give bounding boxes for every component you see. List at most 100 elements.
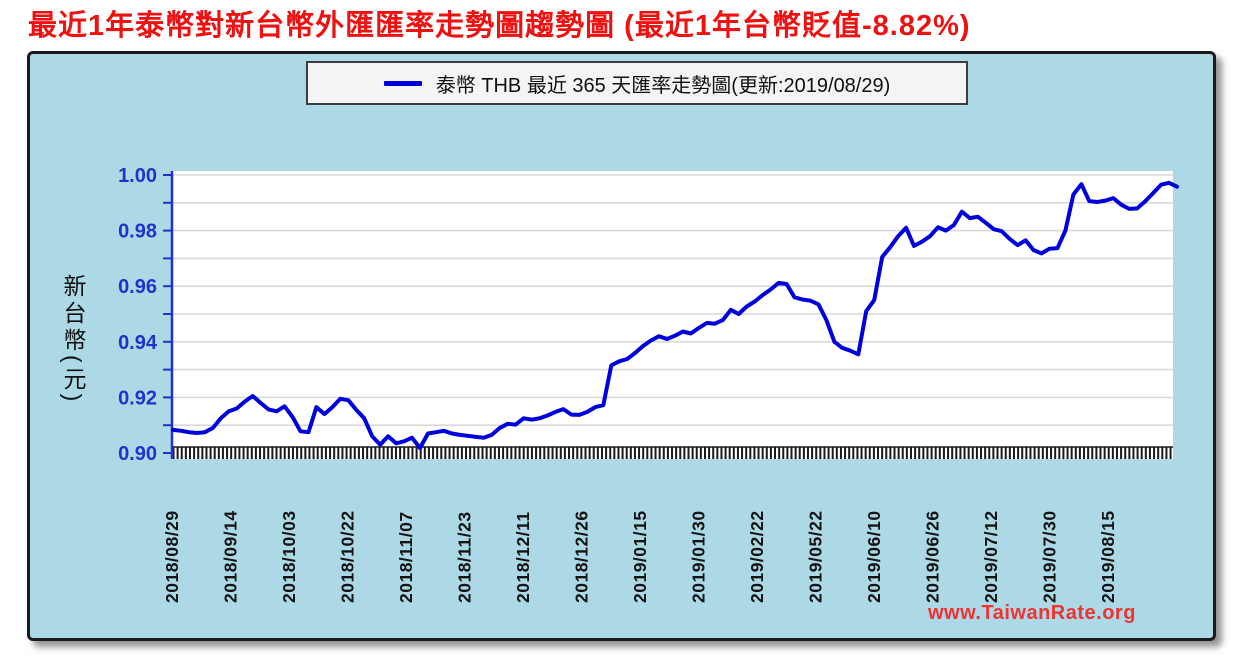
x-axis-day-tick [1169,447,1172,459]
legend-line-marker-icon [383,80,422,86]
x-axis-day-tick [1025,447,1028,459]
x-tick-label: 2019/06/26 [923,510,943,603]
x-axis-day-tick [423,447,426,459]
x-axis-day-tick [1115,447,1118,459]
x-axis-day-tick [650,447,653,459]
x-axis-day-tick [802,447,805,459]
x-axis-day-tick [980,447,983,459]
x-axis-day-tick [345,447,348,459]
x-axis-day-tick [506,447,509,459]
x-axis-day-tick [827,447,830,459]
x-axis-day-tick [617,447,620,459]
x-axis-day-tick [658,447,661,459]
x-axis-day-tick [621,447,624,459]
x-axis-day-tick [1161,447,1164,459]
x-axis-day-tick [613,447,616,459]
x-axis-day-tick [1095,447,1098,459]
x-axis-day-tick [778,447,781,459]
x-axis-day-tick [691,447,694,459]
x-axis-day-tick [654,447,657,459]
x-axis-day-tick [296,447,299,459]
x-axis-day-tick [333,447,336,459]
y-tick-label: 1.00 [118,165,157,187]
x-axis-day-tick [852,447,855,459]
x-axis-day-tick [300,447,303,459]
x-axis-day-tick [1008,447,1011,459]
x-axis-day-tick [819,447,822,459]
x-axis-day-tick [555,447,558,459]
x-axis-day-tick [230,447,233,459]
x-axis-day-tick [390,447,393,459]
x-axis-day-tick [877,447,880,459]
x-axis-day-tick [580,447,583,459]
x-axis-day-tick [572,447,575,459]
x-axis-day-tick [642,447,645,459]
x-axis-day-tick [646,447,649,459]
x-tick-label: 2018/08/29 [162,510,182,603]
x-axis-day-tick [427,447,430,459]
x-axis-day-tick [806,447,809,459]
x-tick-label: 2018/09/14 [221,510,241,603]
x-axis-day-tick [399,447,402,459]
x-axis-day-tick [967,447,970,459]
x-axis-day-tick [1087,447,1090,459]
x-axis-day-tick [1041,447,1044,459]
x-axis-day-tick [568,447,571,459]
x-axis-day-tick [881,447,884,459]
x-axis-day-tick [638,447,641,459]
x-axis-day-tick [683,447,686,459]
x-tick-label: 2018/12/11 [513,511,533,603]
x-axis-day-tick [217,447,220,459]
x-axis-day-tick [394,447,397,459]
x-axis-day-tick [415,447,418,459]
x-axis-day-tick [909,447,912,459]
x-axis-day-tick [370,447,373,459]
x-axis-day-tick [374,447,377,459]
x-axis-day-tick [172,447,175,459]
x-axis-day-tick [242,447,245,459]
x-axis-day-tick [856,447,859,459]
x-axis-day-tick [1136,447,1139,459]
x-tick-label: 2019/07/30 [1040,510,1060,603]
x-axis-day-tick [1091,447,1094,459]
x-axis-day-tick [951,447,954,459]
x-axis-day-tick [889,447,892,459]
x-axis-day-tick [382,447,385,459]
x-axis-day-tick [250,447,253,459]
x-axis-day-tick [938,447,941,459]
x-axis-day-tick [831,447,834,459]
x-axis-day-tick [835,447,838,459]
x-axis-day-tick [201,447,204,459]
x-axis-day-tick [349,447,352,459]
x-axis-day-tick [699,447,702,459]
x-axis-day-tick [1148,447,1151,459]
x-axis-day-tick [1107,447,1110,459]
y-tick-label: 0.94 [118,332,158,354]
x-axis-day-tick [584,447,587,459]
x-axis-day-tick [238,447,241,459]
x-axis-day-tick [456,447,459,459]
x-axis-day-tick [1124,447,1127,459]
plot-area: 1.00 0.98 0.96 0.94 0.92 0.90 2018/08/29 2018/0… [118,165,1179,603]
x-axis-day-tick [378,447,381,459]
x-axis-day-tick [188,447,191,459]
x-axis-day-tick [988,447,991,459]
x-axis-day-tick [1128,447,1131,459]
x-tick-label: 2019/08/15 [1098,510,1118,603]
x-axis-day-tick [996,447,999,459]
x-axis-day-tick [605,447,608,459]
x-axis-day-tick [1017,447,1020,459]
x-axis-day-tick [1153,447,1156,459]
x-axis-day-tick [563,447,566,459]
x-axis-day-tick [477,447,480,459]
x-axis-day-tick [914,447,917,459]
x-axis-day-tick [530,447,533,459]
x-axis-day-tick [1099,447,1102,459]
x-axis-day-tick [905,447,908,459]
x-axis-day-tick [543,447,546,459]
x-axis-day-tick [712,447,715,459]
x-axis-day-tick [432,447,435,459]
x-tick-label: 2018/10/03 [279,510,299,603]
x-axis-day-tick [287,447,290,459]
x-axis-day-tick [267,447,270,459]
